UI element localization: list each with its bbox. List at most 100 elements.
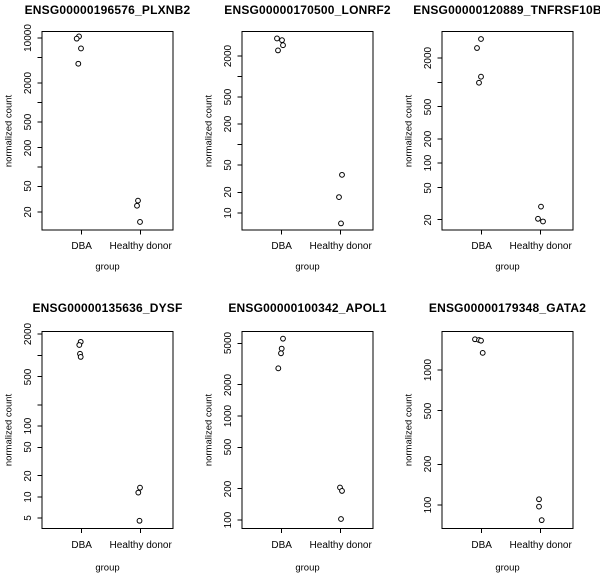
data-point <box>275 365 282 372</box>
panel-title: ENSG00000179348_GATA2 <box>428 301 587 315</box>
y-axis-tick-label: 200 <box>423 130 434 148</box>
y-axis-tick-label: 50 <box>23 441 34 453</box>
y-axis-tick-label: 500 <box>23 368 34 385</box>
panel-title: ENSG00000170500_LONRF2 <box>224 3 391 17</box>
x-axis-group-label: DBA <box>471 540 492 551</box>
data-point <box>474 45 480 51</box>
y-axis-tick-label: 100 <box>23 417 34 435</box>
x-axis-label: group <box>495 562 520 574</box>
y-axis-tick-label: 20 <box>223 186 234 198</box>
panel-title: ENSG00000196576_PLXNB2 <box>24 3 191 17</box>
data-point <box>136 517 143 524</box>
y-axis-label: normalized count <box>3 94 15 167</box>
data-point <box>75 60 82 67</box>
data-point <box>275 47 281 54</box>
plot-box <box>41 331 174 529</box>
data-point <box>535 215 541 222</box>
x-axis-group-label: DBA <box>471 241 492 252</box>
y-axis-tick-label: 10000 <box>23 24 34 52</box>
x-axis-label: group <box>295 260 320 272</box>
y-axis-tick-label: 50 <box>223 159 234 171</box>
y-axis-tick-label: 200 <box>223 115 234 133</box>
x-axis-group-label: DBA <box>271 540 292 551</box>
panel-title: ENSG00000135636_DYSF <box>32 301 183 315</box>
y-axis-tick-label: 500 <box>23 113 34 131</box>
data-point <box>137 219 143 225</box>
y-axis-tick-label: 50 <box>423 181 434 194</box>
x-axis-group-label: DBA <box>71 540 92 551</box>
x-axis-group-label: Healthy donor <box>309 540 372 551</box>
data-point <box>137 484 143 491</box>
y-axis-tick-label: 2000 <box>223 44 234 67</box>
y-axis-tick-label: 10 <box>23 491 34 503</box>
y-axis-tick-label: 2000 <box>23 71 34 95</box>
y-axis-tick-label: 500 <box>223 88 234 106</box>
data-point <box>278 350 284 357</box>
y-axis-tick-label: 500 <box>223 438 234 456</box>
data-point <box>280 42 286 49</box>
y-axis-tick-label: 1000 <box>223 404 234 428</box>
y-axis-tick-label: 500 <box>423 98 434 116</box>
y-axis-tick-label: 200 <box>423 455 434 473</box>
data-point <box>338 220 344 227</box>
panel-title: ENSG00000100342_APOL1 <box>228 301 387 315</box>
y-axis-tick-label: 100 <box>423 496 434 514</box>
y-axis-label: normalized count <box>403 393 415 467</box>
y-axis-label: normalized count <box>403 94 415 167</box>
x-axis-group-label: Healthy donor <box>109 540 172 551</box>
data-point <box>135 489 142 496</box>
plot-box <box>441 31 574 231</box>
data-point <box>538 203 544 210</box>
y-axis-tick-label: 20 <box>23 206 34 218</box>
x-axis-group-label: Healthy donor <box>109 241 172 252</box>
y-axis-tick-label: 5000 <box>223 332 234 355</box>
y-axis-tick-label: 50 <box>23 180 34 192</box>
y-axis-tick-label: 500 <box>423 402 434 419</box>
data-point <box>274 35 280 42</box>
data-point <box>280 335 286 342</box>
data-point <box>476 79 482 86</box>
data-point <box>339 488 345 494</box>
x-axis-group-label: Healthy donor <box>309 241 372 252</box>
data-point <box>478 73 484 80</box>
x-axis-group-label: DBA <box>71 241 92 252</box>
data-point <box>479 349 486 356</box>
y-axis-tick-label: 200 <box>223 480 234 497</box>
plot-box <box>241 331 374 529</box>
y-axis-tick-label: 100 <box>223 511 234 529</box>
y-axis-tick-label: 10 <box>223 207 234 219</box>
plot-box <box>241 31 374 231</box>
x-axis-group-label: Healthy donor <box>509 540 572 551</box>
y-axis-tick-label: 2000 <box>23 322 34 346</box>
x-axis-group-label: DBA <box>271 241 292 252</box>
x-axis-label: group <box>95 562 120 574</box>
data-point <box>278 345 285 352</box>
data-point <box>135 197 141 204</box>
y-axis-tick-label: 2000 <box>423 46 434 70</box>
data-point <box>339 171 345 178</box>
y-axis-label: normalized count <box>3 393 15 467</box>
y-axis-tick-label: 1000 <box>423 358 434 382</box>
x-axis-label: group <box>495 260 520 272</box>
data-point <box>338 516 344 522</box>
y-axis-tick-label: 5 <box>23 515 34 521</box>
y-axis-tick-label: 100 <box>423 154 434 172</box>
panel-title: ENSG00000120889_TNFRSF10B <box>413 3 600 17</box>
data-point <box>536 503 542 510</box>
data-point <box>279 37 285 44</box>
data-point <box>478 337 484 344</box>
x-axis-group-label: Healthy donor <box>509 241 572 252</box>
data-point <box>536 496 542 503</box>
data-point <box>478 36 484 42</box>
data-point <box>134 202 140 209</box>
data-point <box>336 194 342 200</box>
y-axis-tick-label: 200 <box>23 139 34 156</box>
x-axis-label: group <box>295 562 320 574</box>
y-axis-tick-label: 2000 <box>223 373 234 396</box>
data-point <box>76 342 83 348</box>
data-point <box>78 45 84 52</box>
data-point <box>538 517 545 524</box>
plot-box <box>441 331 574 529</box>
